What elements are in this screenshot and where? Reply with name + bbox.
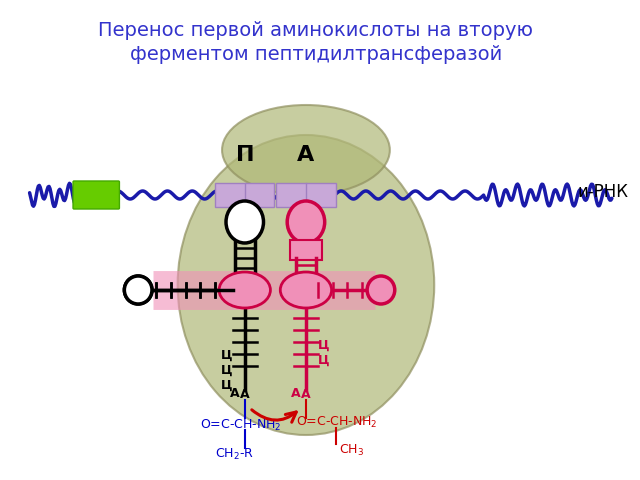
Text: А: А [298,145,315,165]
Text: А: А [291,387,301,400]
Ellipse shape [226,201,264,243]
Text: O=C-CH-NH$_2$: O=C-CH-NH$_2$ [296,414,377,430]
Bar [276,183,335,207]
Text: П: П [236,145,254,165]
Ellipse shape [287,201,324,243]
Text: CH$_2$-R: CH$_2$-R [215,446,254,462]
Text: А: А [301,388,311,401]
Text: и-РНК: и-РНК [577,183,628,201]
Text: Ц: Ц [318,338,330,351]
Ellipse shape [178,135,435,435]
Ellipse shape [280,272,332,308]
FancyBboxPatch shape [73,181,120,209]
Text: ферментом пептидилтрансферазой: ферментом пептидилтрансферазой [130,46,502,64]
Text: Ц: Ц [221,379,233,392]
Text: CH$_3$: CH$_3$ [339,443,364,457]
FancyArrowPatch shape [252,410,296,422]
Bar [290,240,322,260]
Ellipse shape [367,276,395,304]
Ellipse shape [124,276,152,304]
Text: Ц: Ц [318,353,330,367]
Ellipse shape [124,276,152,304]
Text: А: А [230,387,240,400]
Text: Перенос первой аминокислоты на вторую: Перенос первой аминокислоты на вторую [99,21,533,39]
Text: Ц: Ц [221,363,233,376]
Text: O=C-CH-NH$_2$: O=C-CH-NH$_2$ [200,418,282,432]
Text: А: А [240,388,250,401]
Bar [215,183,275,207]
Ellipse shape [222,105,390,195]
Text: Ц: Ц [221,348,233,361]
Ellipse shape [219,272,271,308]
